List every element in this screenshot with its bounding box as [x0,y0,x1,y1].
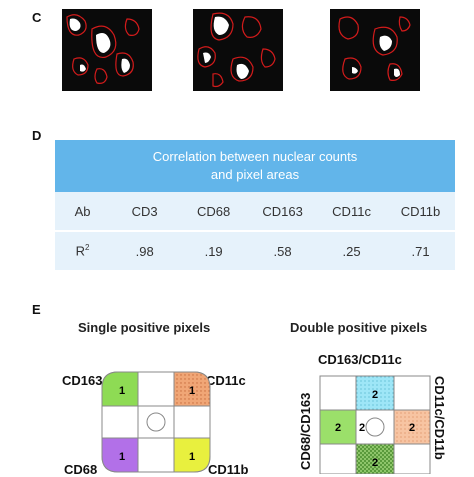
label-cd11b: CD11b [208,462,249,477]
double-right-cell [393,409,431,445]
panel-label-d: D [32,128,42,143]
single-cd11c-cell [173,371,211,407]
label-cd68-cd163: CD68/CD163 [298,392,313,470]
correlation-table: Correlation between nuclear counts and p… [55,140,455,270]
single-count-bottom-right: 1 [189,451,195,463]
single-positive-diagram: 1 1 1 1 [101,371,211,473]
double-count-center-left: 2 [359,422,365,434]
single-cd11b-cell [173,437,211,473]
micrograph-3 [330,9,420,91]
double-count-bottom: 2 [372,457,378,469]
label-cd163-cd11c: CD163/CD11c [318,352,402,367]
row-label-sup: 2 [85,243,90,253]
table-title-line2: and pixel areas [210,167,300,182]
micrograph-2 [193,9,283,91]
header-cd11c: CD11c [332,203,371,219]
panel-label-e: E [32,302,41,317]
header-cd163: CD163 [262,203,303,219]
table-title-line1: Correlation between nuclear counts [152,149,358,164]
double-positive-diagram: 2 2 2 2 2 [319,375,431,474]
double-count-left: 2 [335,422,341,434]
value-cd163: .58 [273,243,292,259]
label-cd68: CD68 [64,462,98,477]
header-cd3: CD3 [131,203,158,219]
table-values-row: R2 .98 .19 .58 .25 .71 [55,232,455,270]
single-cd68-cell [101,437,139,473]
value-cd11b: .71 [411,243,430,259]
panel-label-c: C [32,10,42,25]
double-count-right: 2 [409,422,415,434]
single-positive-title: Single positive pixels [78,320,211,335]
row-label-r: R [75,243,86,259]
double-count-top: 2 [372,389,378,401]
single-count-top-right: 1 [189,385,195,397]
single-count-top-left: 1 [119,385,125,397]
single-count-bottom-left: 1 [119,451,125,463]
label-cd163: CD163 [62,373,103,388]
double-positive-title: Double positive pixels [290,320,428,335]
micrograph-1 [62,9,152,91]
table-header-row: Ab CD3 CD68 CD163 CD11c CD11b [55,192,455,232]
double-bottom-cell [355,443,395,474]
value-cd3: .98 [135,243,154,259]
value-cd68: .19 [204,243,223,259]
label-cd11c-cd11b: CD11c/CD11b [432,376,447,460]
header-cd11b: CD11b [400,203,441,219]
header-cd68: CD68 [197,203,231,219]
value-cd11c: .25 [342,243,361,259]
label-cd11c: CD11c [206,373,246,388]
row-label-r2: R2 [55,243,110,258]
header-ab: Ab [74,203,91,219]
table-title: Correlation between nuclear counts and p… [55,140,455,192]
